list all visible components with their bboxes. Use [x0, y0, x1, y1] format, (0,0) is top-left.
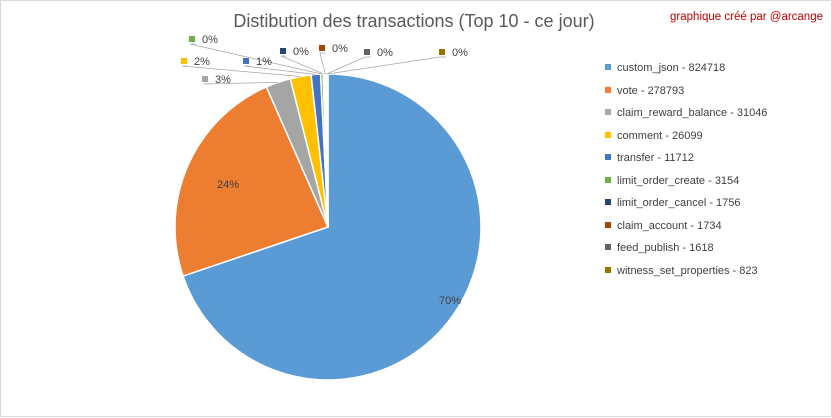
data-label-swatch: [364, 49, 370, 55]
legend-label: vote - 278793: [617, 84, 685, 97]
data-label: 0%: [202, 34, 218, 46]
legend-label: custom_json - 824718: [617, 62, 726, 74]
data-label-swatch: [319, 45, 325, 51]
legend-label: comment - 26099: [617, 129, 703, 142]
legend-swatch: [605, 64, 611, 71]
leader-line: [319, 52, 326, 75]
legend-item: feed_publish - 1618: [605, 241, 767, 264]
leader-line: [326, 56, 371, 75]
data-label: 0%: [332, 43, 348, 55]
legend-item: claim_account - 1734: [605, 219, 767, 242]
legend-swatch: [605, 154, 611, 161]
data-label-swatch: [280, 48, 286, 54]
leader-line: [189, 43, 322, 75]
leader-line: [243, 65, 316, 75]
data-label: 1%: [256, 56, 272, 68]
data-label-swatch: [189, 36, 195, 42]
leader-line: [202, 81, 279, 85]
data-label: 70%: [439, 295, 461, 307]
data-label-swatch: [243, 58, 249, 64]
legend-item: transfer - 11712: [605, 151, 767, 174]
pie-slice-witness-set-properties: [326, 73, 329, 228]
data-label: 0%: [452, 47, 468, 59]
legend-label: claim_reward_balance - 31046: [617, 107, 768, 119]
legend-swatch: [605, 131, 611, 138]
legend-item: claim_reward_balance - 31046: [605, 106, 767, 129]
legend-label: transfer - 11712: [617, 152, 694, 164]
legend: custom_json - 824718 vote - 278793 claim…: [605, 61, 767, 286]
legend-swatch: [605, 244, 611, 251]
legend-item: custom_json - 824718: [605, 61, 767, 84]
data-label: 24%: [217, 179, 239, 191]
data-label-swatch: [181, 58, 187, 64]
legend-swatch: [605, 221, 611, 228]
legend-item: witness_set_properties - 823: [605, 264, 767, 287]
data-label: 2%: [194, 56, 210, 68]
data-label: 3%: [215, 74, 231, 86]
data-label-swatch: [439, 49, 445, 55]
data-label: 0%: [377, 47, 393, 59]
legend-swatch: [605, 266, 611, 273]
legend-item: comment - 26099: [605, 129, 767, 152]
legend-swatch: [605, 176, 611, 183]
legend-label: feed_publish - 1618: [617, 242, 714, 254]
legend-swatch: [605, 199, 611, 206]
data-label-swatch: [202, 76, 208, 82]
legend-swatch: [605, 86, 611, 93]
legend-item: limit_order_cancel - 1756: [605, 196, 767, 219]
legend-label: witness_set_properties - 823: [617, 264, 758, 277]
legend-label: claim_account - 1734: [617, 219, 722, 232]
leader-line: [181, 65, 301, 77]
pie-slice-custom-json: [182, 73, 482, 381]
leader-line: [327, 56, 446, 75]
legend-item: limit_order_create - 3154: [605, 174, 767, 197]
legend-label: limit_order_cancel - 1756: [617, 197, 741, 209]
data-label: 0%: [293, 46, 309, 58]
chart-title: Distibution des transactions (Top 10 - c…: [233, 11, 595, 31]
legend-label: limit_order_create - 3154: [617, 174, 740, 187]
legend-swatch: [605, 109, 611, 116]
pie-slice-vote: [174, 85, 330, 278]
legend-item: vote - 278793: [605, 84, 767, 107]
chart-credit: graphique créé par @arcange: [670, 11, 823, 23]
leader-line: [280, 55, 325, 75]
